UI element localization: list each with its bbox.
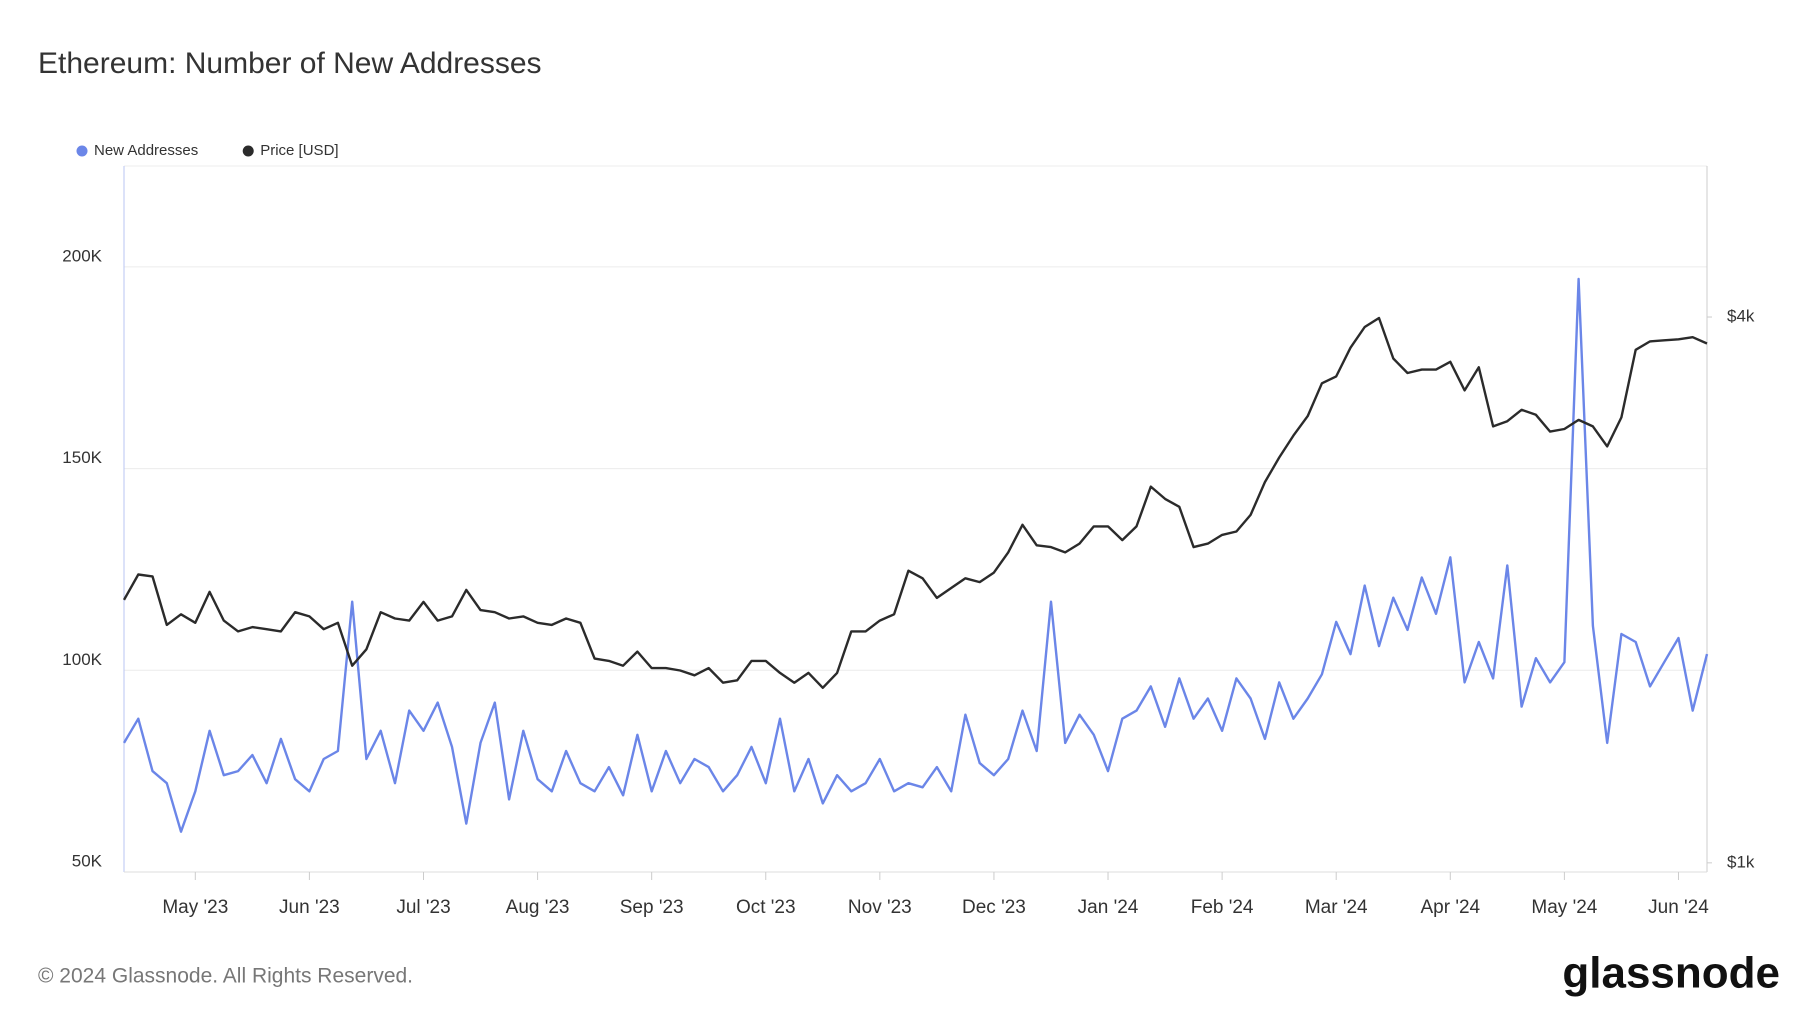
x-tick-label: May '24 [1531, 897, 1597, 918]
legend-marker [242, 145, 254, 157]
x-tick-label: Apr '24 [1420, 897, 1480, 918]
y2-tick-label: $4k [1727, 307, 1755, 326]
y-tick-label: 50K [72, 851, 103, 870]
x-tick-label: Feb '24 [1191, 897, 1254, 918]
x-tick-label: Jun '23 [279, 897, 340, 918]
x-tick-label: Aug '23 [506, 897, 570, 918]
legend-label: Price [USD] [260, 142, 338, 159]
x-tick-label: Oct '23 [736, 897, 796, 918]
series-line [122, 277, 1709, 833]
y2-tick-label: $1k [1727, 852, 1755, 871]
x-tick-label: May '23 [162, 897, 228, 918]
series-line [122, 316, 1708, 689]
x-tick-label: Sep '23 [620, 897, 684, 918]
y-tick-label: 100K [62, 650, 102, 669]
legend-marker [76, 145, 88, 157]
footer: © 2024 Glassnode. All Rights Reserved. [38, 965, 413, 988]
x-tick-label: Jun '24 [1648, 897, 1709, 918]
x-tick-label: Nov '23 [848, 897, 912, 918]
y-tick-label: 150K [62, 448, 102, 467]
y-tick-label: 200K [62, 246, 102, 265]
logo: glassnode [1562, 949, 1780, 998]
legend-label: New Addresses [94, 142, 198, 159]
x-tick-label: Jan '24 [1078, 897, 1139, 918]
chart-title: Ethereum: Number of New Addresses [38, 47, 542, 80]
x-tick-label: Mar '24 [1305, 897, 1368, 918]
x-tick-label: Jul '23 [396, 897, 450, 918]
x-tick-label: Dec '23 [962, 897, 1026, 918]
